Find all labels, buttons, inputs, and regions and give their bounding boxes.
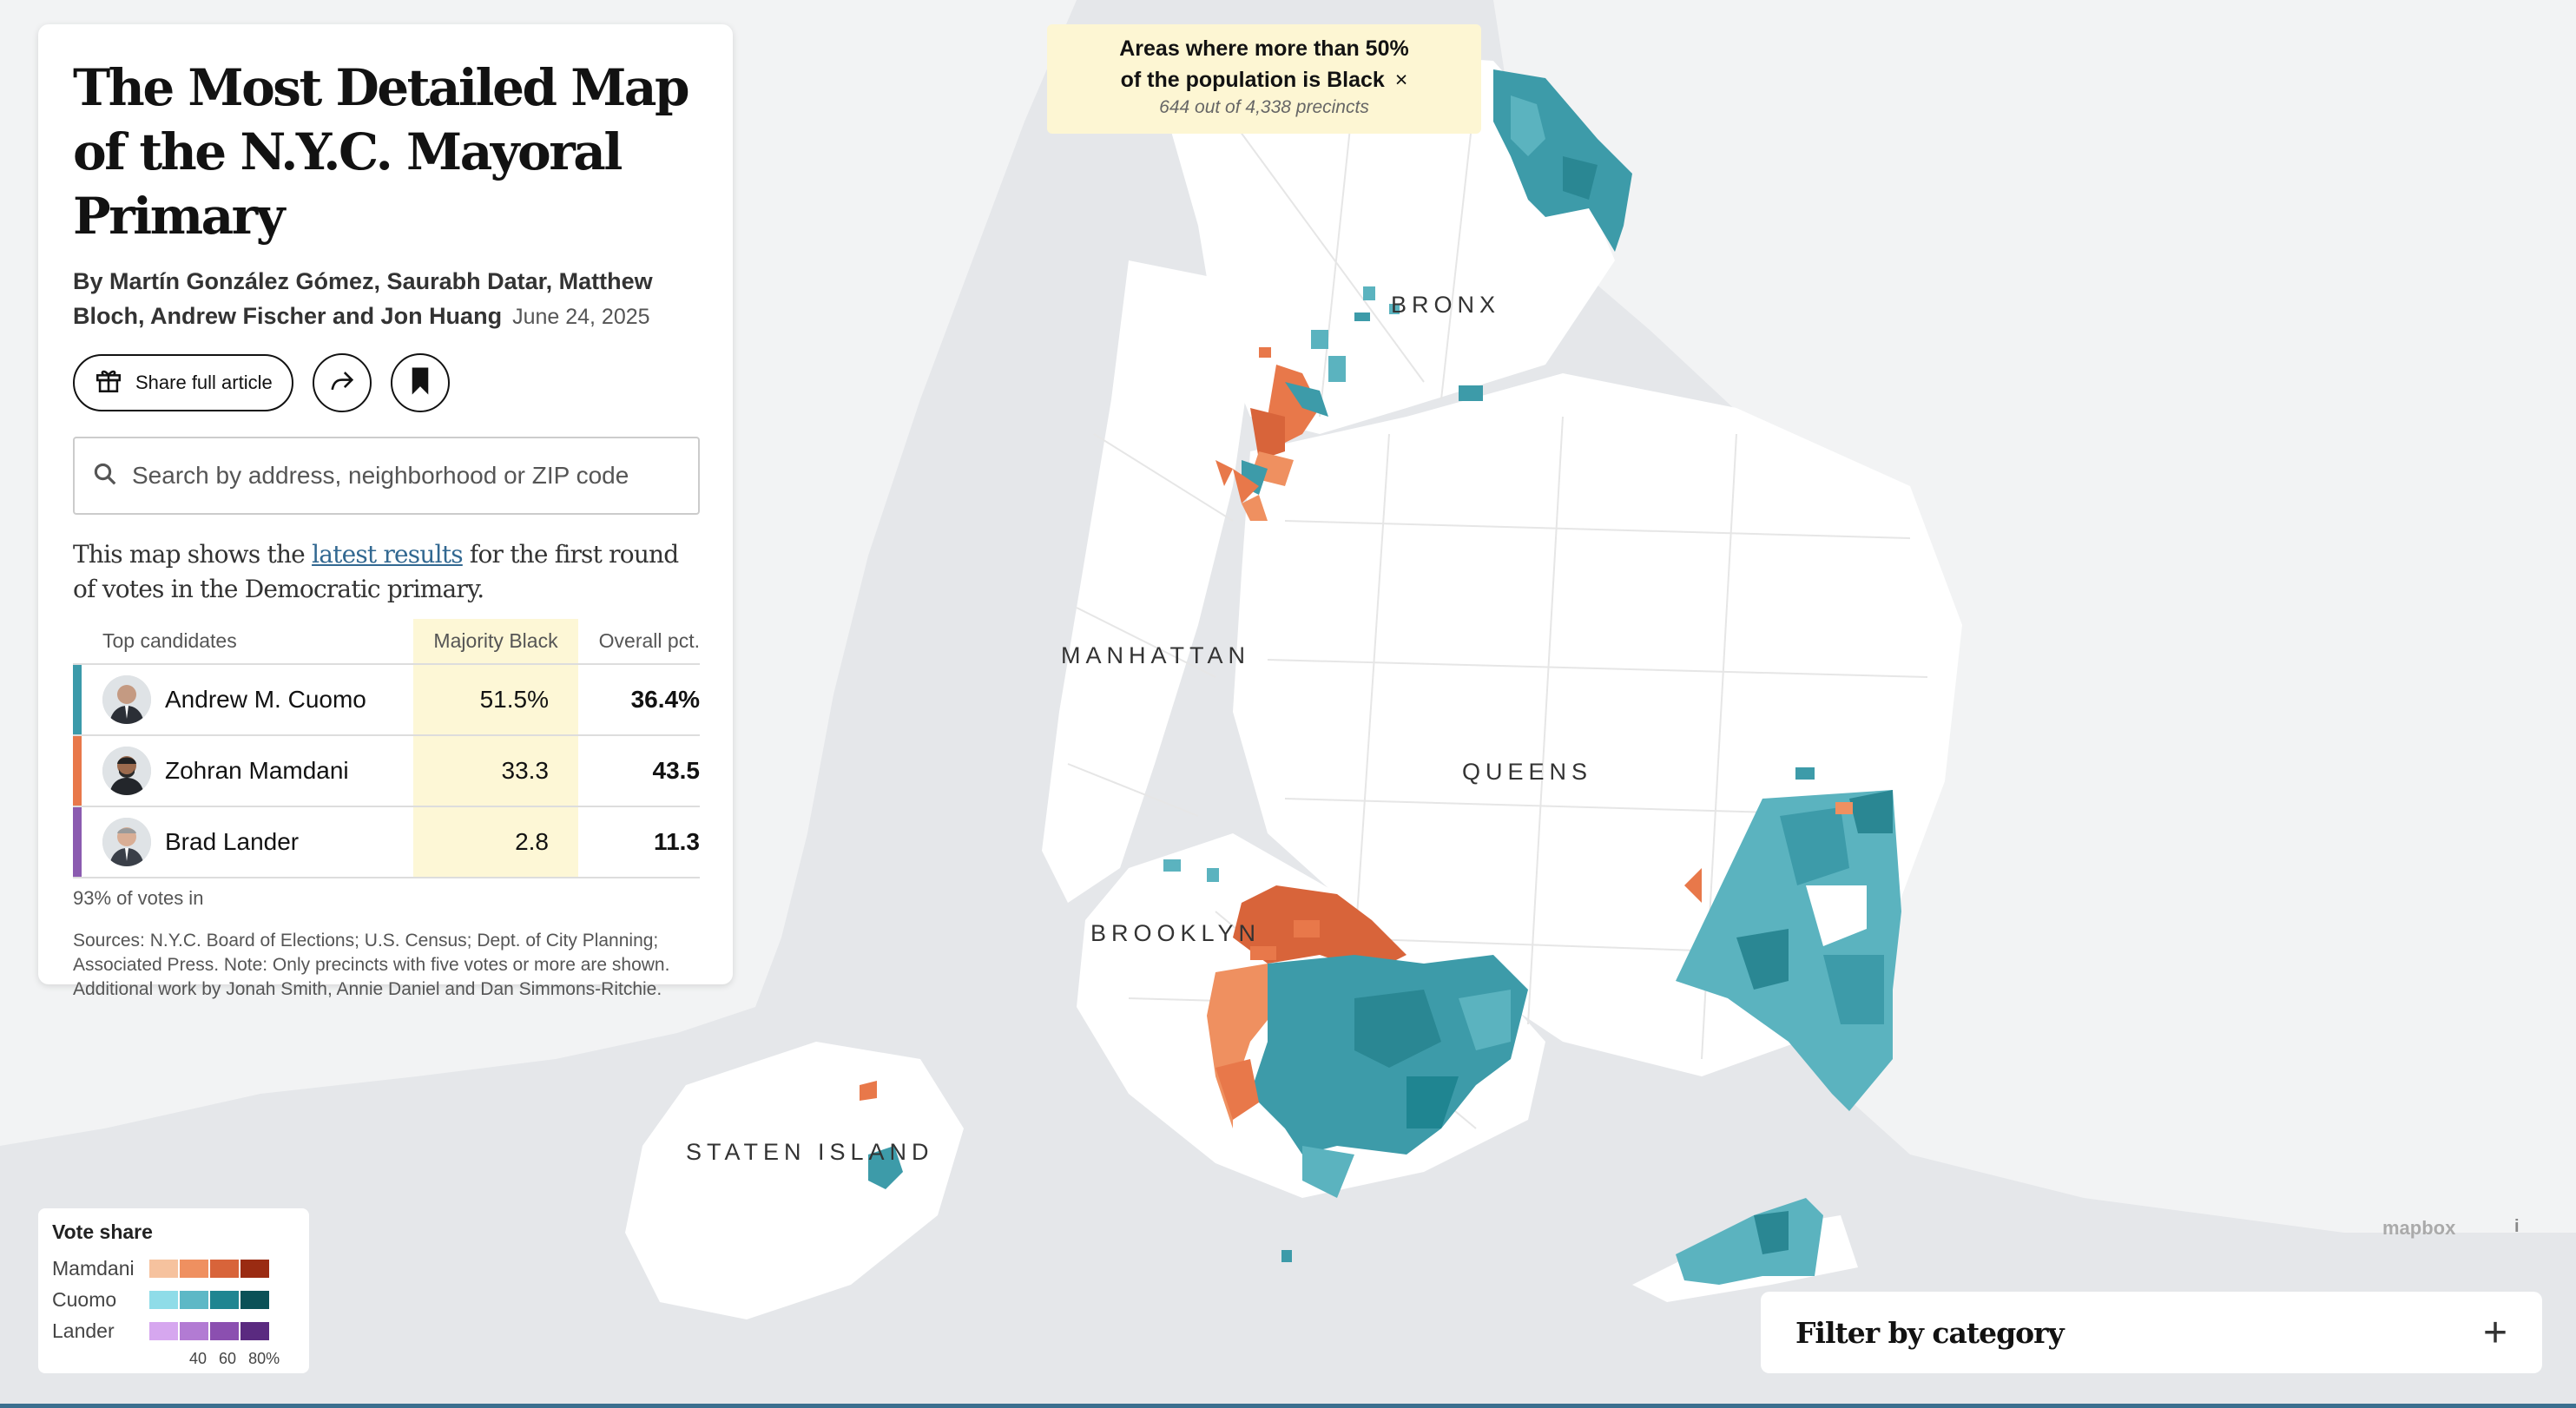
vote-share-legend: Vote share Mamdani Cuomo Lander 40 60 80… [38, 1208, 309, 1373]
legend-swatch [180, 1259, 208, 1278]
search-box[interactable] [73, 437, 700, 515]
candidate-color-bar [73, 806, 82, 878]
filter-label: Filter by category [1795, 1315, 2065, 1350]
share-arrow-icon [327, 366, 357, 400]
legend-title: Vote share [52, 1220, 153, 1243]
legend-swatch [210, 1321, 239, 1340]
candidate-name: Zohran Mamdani [165, 757, 349, 784]
header-top-candidates: Top candidates [102, 629, 237, 652]
share-full-article-button[interactable]: Share full article [73, 354, 293, 411]
byline: By Martín González Gómez, Saurabh Datar,… [73, 264, 698, 334]
bronx-land [1163, 52, 1615, 434]
queens-precincts [1676, 767, 1901, 1111]
outer-precincts [860, 1081, 1823, 1285]
table-row: Zohran Mamdani 33.3 43.5 [73, 734, 700, 806]
bottom-border [0, 1404, 2576, 1408]
overall-value: 36.4% [578, 663, 700, 735]
map-label-brooklyn: BROOKLYN [1090, 920, 1262, 946]
header-overall-pct: Overall pct. [598, 629, 700, 652]
filter-by-category-button[interactable]: Filter by category + [1761, 1292, 2542, 1373]
legend-row-cuomo: Cuomo [52, 1284, 295, 1315]
candidate-name: Andrew M. Cuomo [165, 686, 366, 713]
map-label-queens: QUEENS [1462, 759, 1593, 785]
legend-swatch [180, 1321, 208, 1340]
majority-value: 51.5% [413, 663, 578, 735]
authors: By Martín González Gómez, Saurabh Datar,… [73, 268, 653, 329]
search-input[interactable] [132, 462, 681, 490]
bronx-precincts [1354, 69, 1632, 401]
map-label-staten-island: STATEN ISLAND [686, 1139, 934, 1165]
search-icon [92, 461, 118, 491]
legend-swatch [210, 1259, 239, 1278]
majority-value: 33.3 [413, 734, 578, 806]
map-label-bronx: BRONX [1391, 292, 1501, 318]
legend-swatch [180, 1290, 208, 1309]
legend-swatch [210, 1290, 239, 1309]
latest-results-link[interactable]: latest results [312, 540, 464, 569]
avatar [102, 747, 151, 795]
gift-icon [94, 365, 123, 400]
map-label-manhattan: MANHATTAN [1061, 642, 1250, 668]
page-title: The Most Detailed Map of the N.Y.C. Mayo… [73, 58, 690, 246]
legend-swatch [149, 1259, 178, 1278]
overall-value: 43.5 [578, 734, 700, 806]
plus-icon: + [2482, 1309, 2507, 1356]
candidate-color-bar [73, 663, 82, 735]
legend-swatch [240, 1259, 269, 1278]
article-panel: The Most Detailed Map of the N.Y.C. Mayo… [38, 24, 733, 999]
sources-note: Sources: N.Y.C. Board of Elections; U.S.… [73, 931, 670, 999]
mapbox-logo[interactable]: mapbox [2382, 1217, 2456, 1239]
results-table: Top candidates Majority Black Overall pc… [73, 619, 700, 878]
legend-swatch [149, 1290, 178, 1309]
article-actions: Share full article [73, 353, 698, 412]
avatar [102, 818, 151, 866]
manhattan-precincts [1216, 330, 1346, 521]
legend-ticks: 40 60 80% [189, 1350, 280, 1367]
bookmark-button[interactable] [390, 353, 450, 412]
legend-swatch [240, 1321, 269, 1340]
legend-swatch [240, 1290, 269, 1309]
bookmark-icon [408, 366, 432, 400]
table-row: Andrew M. Cuomo 51.5% 36.4% [73, 663, 700, 735]
banner-line-2: of the population is Black × [1047, 64, 1481, 95]
info-icon[interactable]: i [2514, 1217, 2520, 1236]
legend-row-mamdani: Mamdani [52, 1253, 295, 1284]
share-button-label: Share full article [135, 372, 273, 393]
east-land [1493, 0, 2576, 1233]
candidate-name: Brad Lander [165, 828, 300, 855]
highlight-banner: Areas where more than 50% of the populat… [1047, 24, 1481, 134]
majority-value: 2.8 [413, 806, 578, 878]
votes-in-status: 93% of votes in [73, 887, 204, 909]
publish-date: June 24, 2025 [512, 305, 650, 329]
close-icon[interactable]: × [1394, 68, 1408, 92]
staten-island-land [625, 1042, 964, 1319]
header-majority-black: Majority Black [413, 619, 578, 664]
banner-subtitle: 644 out of 4,338 precincts [1159, 97, 1369, 117]
results-header-row: Top candidates Majority Black Overall pc… [73, 619, 700, 664]
candidate-color-bar [73, 734, 82, 806]
table-row: Brad Lander 2.8 11.3 [73, 806, 700, 878]
legend-row-lander: Lander [52, 1315, 295, 1346]
share-button[interactable] [312, 353, 372, 412]
overall-value: 11.3 [578, 806, 700, 878]
legend-swatch [149, 1321, 178, 1340]
intro-text: This map shows the latest results for th… [73, 540, 679, 603]
manhattan-land [1042, 260, 1250, 903]
avatar [102, 675, 151, 724]
brooklyn-precincts [1163, 859, 1528, 1198]
banner-line-1: Areas where more than 50% [1119, 36, 1409, 61]
